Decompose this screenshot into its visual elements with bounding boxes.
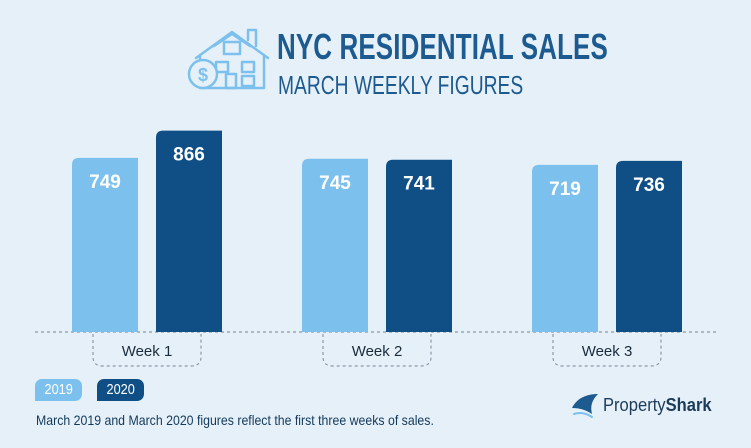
tick-label-week-2: Week 2: [352, 343, 403, 360]
logo-text-regular: Property: [603, 395, 666, 415]
tick-label-week-1: Week 1: [122, 343, 173, 360]
chart-header: $ NYC RESIDENTIAL SALES MARCH WEEKLY FIG…: [0, 0, 751, 110]
legend-item-2020: 2020: [97, 379, 144, 401]
legend-item-2019: 2019: [35, 379, 82, 401]
footnote: March 2019 and March 2020 figures reflec…: [36, 412, 434, 428]
bar-2020-week-3: [616, 160, 682, 332]
tick-frame-week-1: [92, 334, 202, 367]
logo-text: PropertyShark: [603, 395, 712, 416]
bar-2019-week-1: [72, 157, 138, 332]
chart-subtitle: MARCH WEEKLY FIGURES: [278, 70, 524, 100]
house-with-dollar-icon: $: [187, 28, 270, 90]
shark-fin-icon: [572, 394, 598, 418]
logo-text-bold: Shark: [665, 395, 712, 415]
data-label-2019-week-3: 719: [549, 179, 581, 200]
propertyshark-logo: PropertyShark: [570, 390, 720, 424]
data-label-2020-week-1: 866: [173, 145, 205, 166]
tick-frame-week-2: [322, 334, 432, 367]
tick-label-week-3: Week 3: [582, 343, 633, 360]
data-label-2020-week-2: 741: [403, 174, 435, 195]
chart-title: NYC RESIDENTIAL SALES: [277, 26, 608, 67]
bar-2019-week-3: [532, 164, 598, 332]
legend-label-2019: 2019: [44, 381, 73, 398]
bar-2020-week-2: [386, 159, 452, 332]
bar-2019-week-2: [302, 158, 368, 332]
svg-text:$: $: [198, 65, 208, 85]
data-label-2019-week-1: 749: [89, 172, 121, 193]
bar-2020-week-1: [156, 130, 222, 332]
legend-label-2020: 2020: [106, 381, 135, 398]
tick-frame-week-3: [552, 334, 662, 367]
data-label-2020-week-3: 736: [633, 175, 665, 196]
data-label-2019-week-2: 745: [319, 173, 351, 194]
